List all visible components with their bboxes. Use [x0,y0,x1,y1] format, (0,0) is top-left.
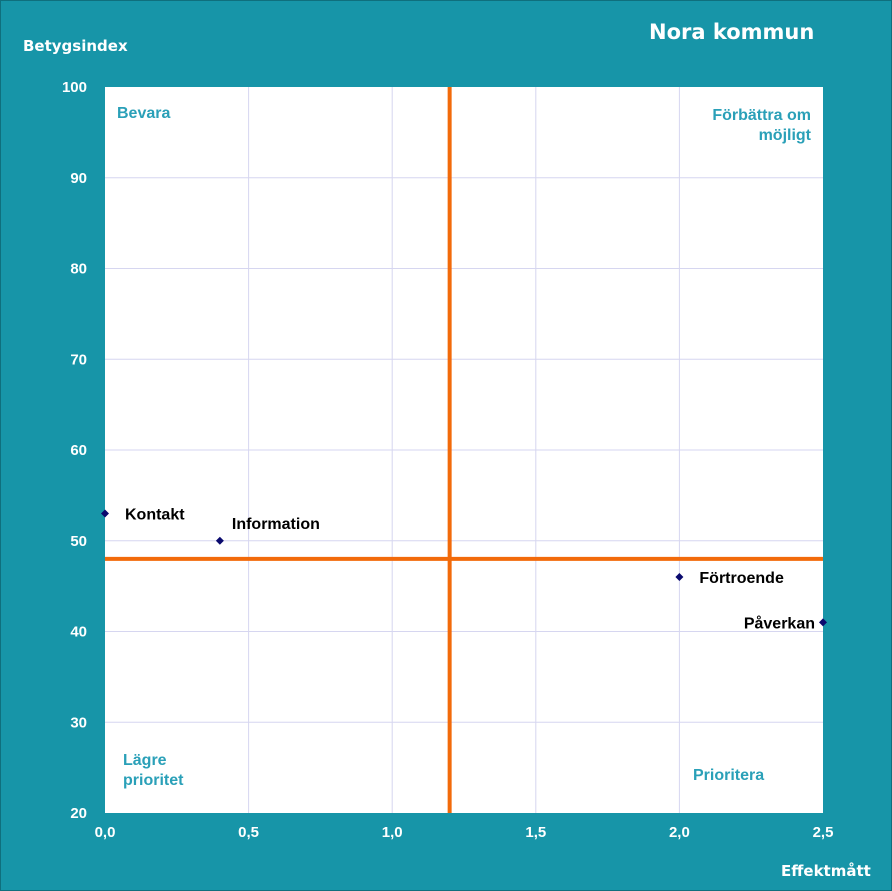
y-tick-label: 70 [70,351,87,368]
x-tick-label: 1,5 [525,824,546,841]
x-tick-label: 2,0 [669,824,690,841]
y-axis-label: Betygsindex [23,37,128,55]
data-point-label: Förtroende [699,570,784,587]
data-point-label: Kontakt [125,507,185,524]
x-axis-label: Effektmått [781,862,871,880]
y-tick-label: 90 [70,170,87,187]
data-point [215,536,224,545]
y-tick-label: 100 [62,79,87,96]
quadrant-label-top-left: Bevara [117,105,171,122]
data-point-label: Påverkan [744,614,815,632]
y-tick-label: 20 [70,805,87,822]
y-tick-label: 50 [70,533,87,550]
chart-title: Nora kommun [649,20,815,44]
data-point-label: Information [232,516,320,533]
quadrant-label-top-right: Förbättra om möjligt [712,107,811,144]
quadrant-label-bottom-right: Prioritera [693,767,765,784]
y-tick-label: 60 [70,442,87,459]
data-point [675,573,684,582]
x-tick-label: 0,0 [95,824,116,841]
y-tick-label: 40 [70,624,87,641]
y-tick-label: 80 [70,261,87,278]
x-tick-label: 1,0 [382,824,403,841]
y-tick-label: 30 [70,714,87,731]
data-point [101,509,109,518]
x-tick-label: 0,5 [238,824,259,841]
data-point [819,618,827,627]
quadrant-label-bottom-left: Lägre prioritet [123,752,184,789]
x-tick-label: 2,5 [813,824,834,841]
